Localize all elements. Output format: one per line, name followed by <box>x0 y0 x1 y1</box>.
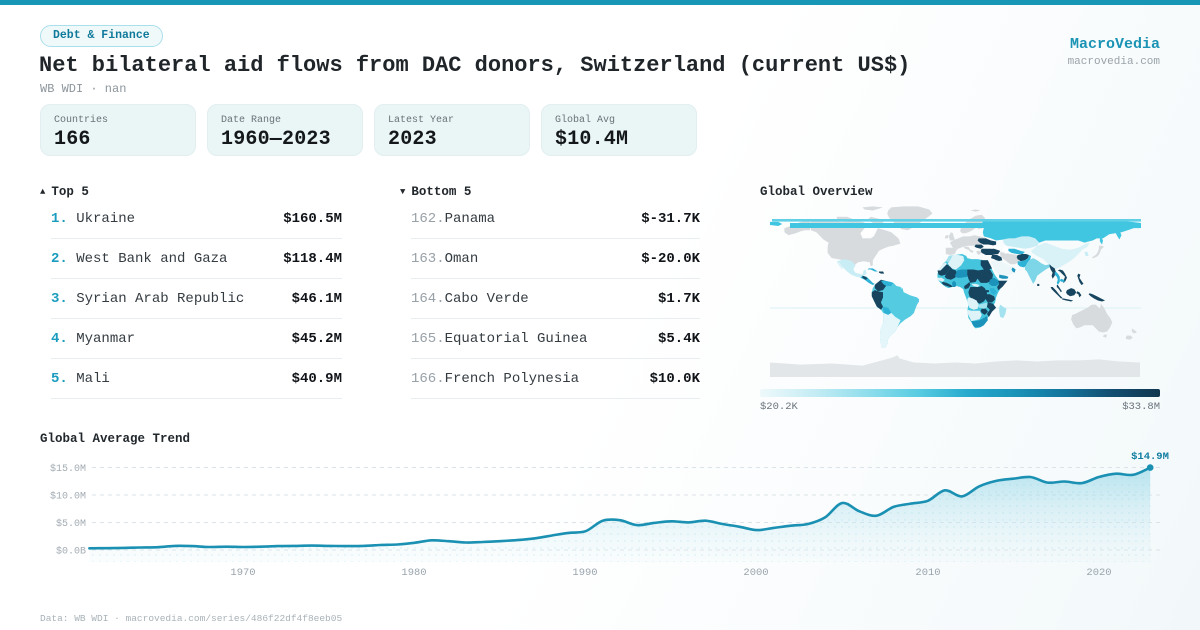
svg-text:$10.0M: $10.0M <box>50 491 86 503</box>
svg-text:$5.0M: $5.0M <box>56 518 86 530</box>
svg-text:2000: 2000 <box>743 567 768 579</box>
svg-text:$15.0M: $15.0M <box>50 463 86 475</box>
svg-text:1980: 1980 <box>401 567 426 579</box>
svg-text:2020: 2020 <box>1086 567 1111 579</box>
svg-text:$0.0B: $0.0B <box>56 546 86 558</box>
svg-text:$14.9M: $14.9M <box>1131 451 1169 463</box>
svg-text:1970: 1970 <box>230 567 255 579</box>
svg-text:2010: 2010 <box>915 567 940 579</box>
svg-text:1990: 1990 <box>572 567 597 579</box>
